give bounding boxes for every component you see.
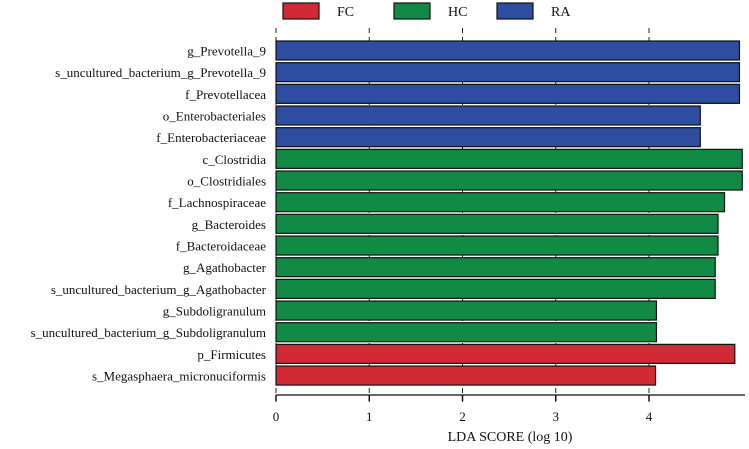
legend-swatch — [282, 2, 320, 20]
category-label: o_Enterobacteriales — [163, 109, 266, 124]
category-label: c_Clostridia — [202, 152, 266, 167]
bar-ra — [275, 62, 741, 83]
bar-ra — [275, 83, 741, 104]
x-tick-label: 3 — [553, 409, 560, 424]
x-tick-label: 2 — [459, 409, 466, 424]
x-tick-label: 0 — [273, 409, 280, 424]
bar-hc — [275, 257, 716, 278]
bar-ra — [275, 105, 701, 126]
category-label: f_Enterobacteriaceae — [156, 130, 266, 145]
legend-swatch — [393, 2, 431, 20]
x-tick-label: 4 — [646, 409, 653, 424]
legend-swatch — [496, 2, 534, 20]
category-label: p_Firmicutes — [197, 347, 266, 362]
legend-label: FC — [337, 5, 354, 20]
category-label: f_Lachnospiraceae — [168, 195, 266, 210]
legend-item-ra: RA — [496, 2, 571, 20]
category-label: s_uncultured_bacterium_g_Prevotella_9 — [55, 65, 266, 80]
category-label: g_Agathobacter — [183, 260, 267, 275]
category-label: g_Bacteroides — [192, 217, 266, 232]
bar-hc — [275, 148, 743, 169]
bar-hc — [275, 213, 719, 234]
category-label: g_Prevotella_9 — [187, 44, 266, 59]
bar-fc — [275, 365, 657, 386]
category-label: f_Bacteroidaceae — [176, 239, 266, 254]
bar-hc — [275, 192, 726, 213]
category-label: f_Prevotellacea — [185, 87, 266, 102]
bar-fc — [275, 343, 736, 364]
bar-hc — [275, 300, 658, 321]
legend-label: RA — [551, 5, 571, 20]
x-axis-title: LDA SCORE (log 10) — [448, 430, 573, 445]
bar-hc — [275, 170, 743, 191]
bar-ra — [275, 127, 701, 148]
category-label: s_uncultured_bacterium_g_Subdoligranulum — [31, 325, 266, 340]
category-label: o_Clostridiales — [187, 174, 266, 189]
bar-hc — [275, 322, 658, 343]
bar-hc — [275, 235, 719, 256]
x-tick-label: 1 — [366, 409, 373, 424]
category-label: s_uncultured_bacterium_g_Agathobacter — [51, 282, 267, 297]
category-label: s_Megasphaera_micronuciformis — [92, 369, 266, 384]
legend-item-hc: HC — [393, 2, 467, 20]
legend-label: HC — [448, 5, 467, 20]
bar-ra — [275, 40, 741, 61]
legend-item-fc: FC — [282, 2, 354, 20]
category-label: g_Subdoligranulum — [163, 304, 266, 319]
bar-hc — [275, 278, 716, 299]
